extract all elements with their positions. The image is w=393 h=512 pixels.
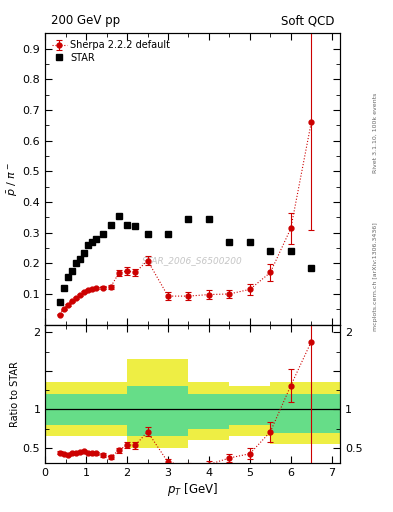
X-axis label: $p_T$ [GeV]: $p_T$ [GeV]	[167, 481, 218, 498]
Y-axis label: $\bar{p}$ / $\pi^-$: $\bar{p}$ / $\pi^-$	[6, 162, 20, 196]
Text: 200 GeV pp: 200 GeV pp	[51, 14, 120, 28]
Text: Soft QCD: Soft QCD	[281, 14, 334, 28]
Legend: Sherpa 2.2.2 default, STAR: Sherpa 2.2.2 default, STAR	[50, 38, 173, 65]
Text: STAR_2006_S6500200: STAR_2006_S6500200	[142, 256, 243, 265]
Text: Rivet 3.1.10, 100k events: Rivet 3.1.10, 100k events	[373, 93, 378, 173]
Text: mcplots.cern.ch [arXiv:1306.3436]: mcplots.cern.ch [arXiv:1306.3436]	[373, 222, 378, 331]
Y-axis label: Ratio to STAR: Ratio to STAR	[10, 361, 20, 427]
